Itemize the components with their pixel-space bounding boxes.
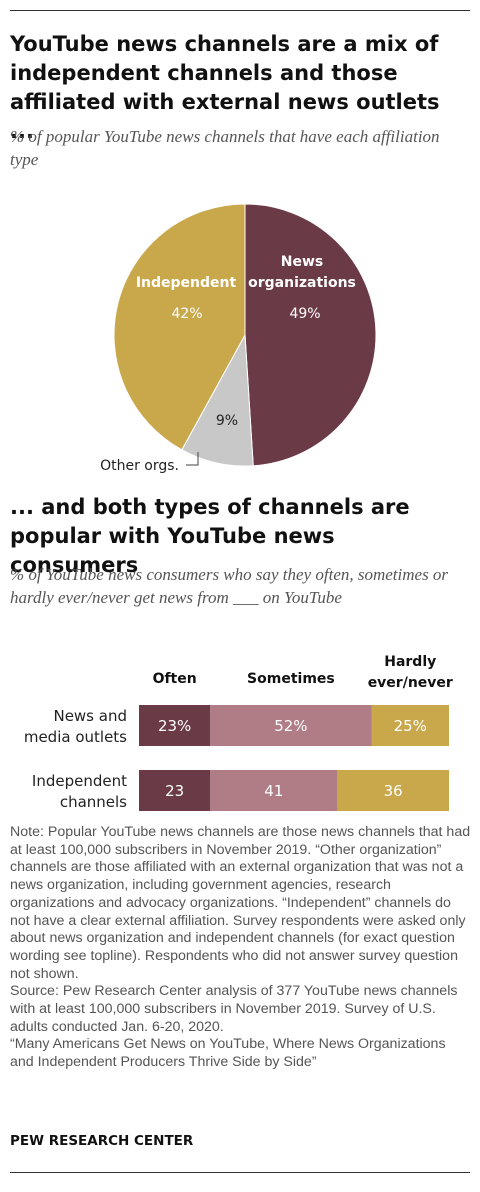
bar-value-sometimes-news-and-media-outlets: 52% (274, 717, 307, 735)
source-label: PEW RESEARCH CENTER (10, 1133, 194, 1149)
bar-segment-often-news-and-media-outlets (139, 705, 211, 746)
pie-label-news-organizations-line1: News (281, 254, 323, 270)
bar-segment-often-independent-channels (139, 770, 211, 811)
top-title: YouTube news channels are a mix of indep… (10, 32, 440, 143)
bottom-title: ... and both types of channels are popul… (10, 495, 410, 577)
bar-segment-sometimes-news-and-media-outlets (210, 705, 372, 746)
note-text: Note: Popular YouTube news channels are … (10, 824, 471, 982)
bar-value-hardly-ever-never-news-and-media-outlets: 25% (394, 717, 427, 735)
pie-chart: News organizations 49% Independent 42% 9… (100, 203, 377, 474)
notes: Note: Popular YouTube news channels are … (10, 824, 472, 1072)
bar-value-hardly-ever-never-independent-channels: 36 (384, 782, 403, 800)
bar-value-sometimes-independent-channels: 41 (264, 782, 283, 800)
bar-header-sometimes: Sometimes (247, 671, 335, 687)
pie-value-independent: 42% (171, 306, 202, 322)
bar-segment-hardly-ever-never-independent-channels (337, 770, 449, 811)
top-rule (10, 10, 470, 11)
top-subtitle: % of popular YouTube news channels that … (10, 127, 440, 169)
pie-slice-independent (113, 203, 246, 451)
report-title-text: “Many Americans Get News on YouTube, Whe… (10, 1036, 446, 1071)
bar-value-often-independent-channels: 23 (165, 782, 184, 800)
bar-value-often-news-and-media-outlets: 23% (158, 717, 191, 735)
pie-value-news-organizations: 49% (289, 306, 320, 322)
bottom-subtitle: % of YouTube news consumers who say they… (10, 565, 449, 607)
stacked-bar-chart: Often Sometimes Hardly ever/never News and m… (24, 654, 453, 811)
pie-value-other-orgs: 9% (216, 413, 238, 429)
source-text: Source: Pew Research Center analysis of … (10, 983, 458, 1035)
pie-label-other-orgs: Other orgs. (100, 458, 179, 474)
pie-slice-news-organizations (244, 203, 377, 467)
bar-header-often: Often (153, 671, 197, 687)
bar-category-news-and-media-outlets: News and media outlets (24, 707, 127, 746)
bar-segment-sometimes-independent-channels (210, 770, 338, 811)
pie-label-independent: Independent (136, 275, 237, 291)
bar-header-hardly-ever-never: Hardly ever/never (368, 654, 453, 691)
bar-category-independent-channels: Independent channels (32, 772, 127, 811)
pie-leader-line (186, 452, 199, 466)
pie-label-news-organizations-line2: organizations (248, 275, 356, 291)
bar-segment-hardly-ever-never-news-and-media-outlets (371, 705, 449, 746)
bottom-rule (10, 1172, 470, 1173)
